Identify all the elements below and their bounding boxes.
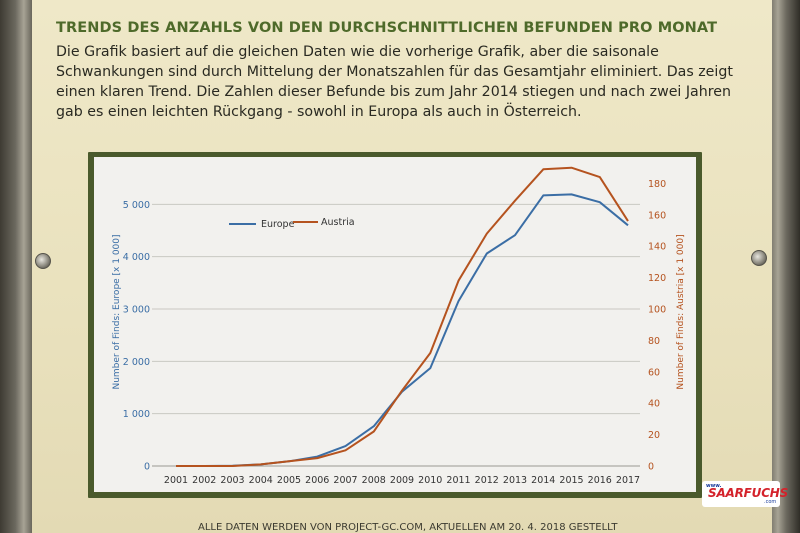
x-tick-label: 2001 (164, 475, 188, 486)
x-tick-label: 2016 (588, 475, 612, 486)
chart-panel (94, 157, 696, 492)
description-line: Schwankungen sind durch Mittelung der Mo… (56, 64, 733, 80)
watermark-logo: www. SAARFUCHS .com (702, 481, 788, 507)
right-tick-label: 80 (648, 336, 660, 347)
right-axis-label: Number of Finds: Austria [x 1 000] (676, 234, 686, 389)
right-axis-ticks: 0 20 40 60 80 100 120 140 160 180 (648, 179, 666, 473)
legend-label-austria: Austria (321, 217, 355, 228)
right-tick-label: 20 (648, 430, 660, 441)
left-axis-ticks: 0 1 000 2 000 3 000 4 000 5 000 (123, 200, 150, 473)
left-tick-label: 5 000 (123, 200, 150, 211)
watermark-name: SAARFUCHS (708, 486, 789, 500)
left-tick-label: 0 (144, 462, 150, 473)
x-tick-label: 2005 (277, 475, 301, 486)
watermark-www: www. (706, 483, 722, 489)
screw-icon (35, 253, 51, 269)
left-axis-label: Number of Finds: Europe [x 1 000] (112, 234, 122, 389)
x-tick-label: 2015 (559, 475, 583, 486)
right-tick-label: 40 (648, 399, 660, 410)
poster-footer: ALLE DATEN WERDEN VON PROJECT-GC.COM, AK… (198, 522, 618, 533)
x-tick-label: 2004 (249, 475, 273, 486)
x-tick-label: 2009 (390, 475, 414, 486)
right-tick-label: 60 (648, 367, 660, 378)
x-tick-label: 2003 (220, 475, 244, 486)
watermark-suffix: .com (764, 499, 777, 505)
x-tick-label: 2017 (616, 475, 640, 486)
x-tick-label: 2012 (475, 475, 499, 486)
poster-heading: TRENDS DES ANZAHLS VON DEN DURCHSCHNITTL… (56, 20, 718, 36)
x-tick-label: 2013 (503, 475, 527, 486)
x-tick-label: 2014 (531, 475, 555, 486)
series-line-europe (176, 193, 629, 467)
left-tick-label: 1 000 (123, 409, 150, 420)
chart-legend: Europe Austria (229, 217, 355, 230)
right-tick-label: 140 (648, 242, 666, 253)
right-tick-label: 160 (648, 210, 666, 221)
x-tick-label: 2010 (418, 475, 442, 486)
chart-series (176, 166, 629, 467)
description-line: einen klaren Trend. Die Zahlen dieser Be… (56, 84, 731, 100)
right-tick-label: 180 (648, 179, 666, 190)
description-line: gab es einen leichten Rückgang - sowohl … (56, 104, 582, 120)
x-tick-label: 2006 (305, 475, 329, 486)
poster-description: Die Grafik basiert auf die gleichen Date… (56, 42, 756, 122)
x-tick-label: 2008 (362, 475, 386, 486)
series-line-austria (176, 166, 629, 467)
legend-label-europe: Europe (261, 219, 295, 230)
left-tick-label: 3 000 (123, 305, 150, 316)
left-tick-label: 2 000 (123, 357, 150, 368)
right-tick-label: 120 (648, 273, 666, 284)
x-axis-ticks: 2001 2002 2003 2004 2005 2006 2007 2008 2009 2010… (164, 475, 640, 486)
chart-grid (152, 203, 640, 467)
display-frame-left (0, 0, 34, 533)
right-tick-label: 100 (648, 305, 666, 316)
x-tick-label: 2007 (333, 475, 357, 486)
x-tick-label: 2002 (192, 475, 216, 486)
description-line: Die Grafik basiert auf die gleichen Date… (56, 44, 659, 60)
right-tick-label: 0 (648, 462, 654, 473)
left-tick-label: 4 000 (123, 252, 150, 263)
x-tick-label: 2011 (446, 475, 470, 486)
screw-icon (751, 250, 767, 266)
